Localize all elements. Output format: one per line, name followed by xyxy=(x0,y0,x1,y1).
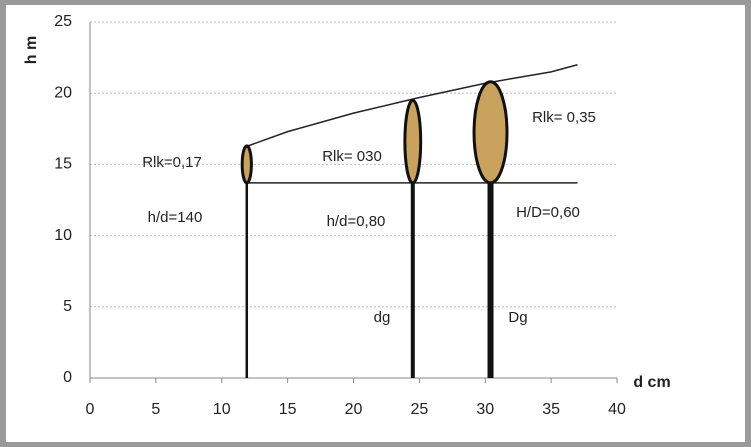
canvas xyxy=(6,5,745,442)
y-tick-label: 25 xyxy=(54,13,72,30)
y-axis-label: h m xyxy=(23,36,40,64)
crown xyxy=(403,98,423,185)
x-tick-label: 5 xyxy=(151,401,160,418)
x-tick-label: 40 xyxy=(608,401,626,418)
annotation: Rlk= 0,35 xyxy=(532,109,596,126)
annotation: Dg xyxy=(508,309,527,326)
y-tick-label: 5 xyxy=(63,298,72,315)
annotation: dg xyxy=(374,309,391,326)
x-tick-label: 0 xyxy=(86,401,95,418)
y-tick-label: 15 xyxy=(54,156,72,173)
y-tick-label: 0 xyxy=(63,369,72,386)
crown xyxy=(240,144,253,185)
x-tick-label: 30 xyxy=(476,401,494,418)
crown xyxy=(472,80,509,185)
x-tick-label: 10 xyxy=(213,401,231,418)
x-tick-label: 15 xyxy=(279,401,297,418)
x-axis-label: d cm xyxy=(633,374,670,391)
annotation: Rlk=0,17 xyxy=(142,154,202,171)
annotation: h/d=140 xyxy=(148,209,203,226)
annotation: Rlk= 030 xyxy=(322,148,382,165)
y-tick-label: 10 xyxy=(54,227,72,244)
profile-line xyxy=(247,63,578,147)
x-tick-label: 35 xyxy=(542,401,560,418)
x-tick-label: 25 xyxy=(410,401,428,418)
annotation: h/d=0,80 xyxy=(327,213,386,230)
x-tick-label: 20 xyxy=(345,401,363,418)
annotation: H/D=0,60 xyxy=(516,204,580,221)
y-tick-label: 20 xyxy=(54,84,72,101)
